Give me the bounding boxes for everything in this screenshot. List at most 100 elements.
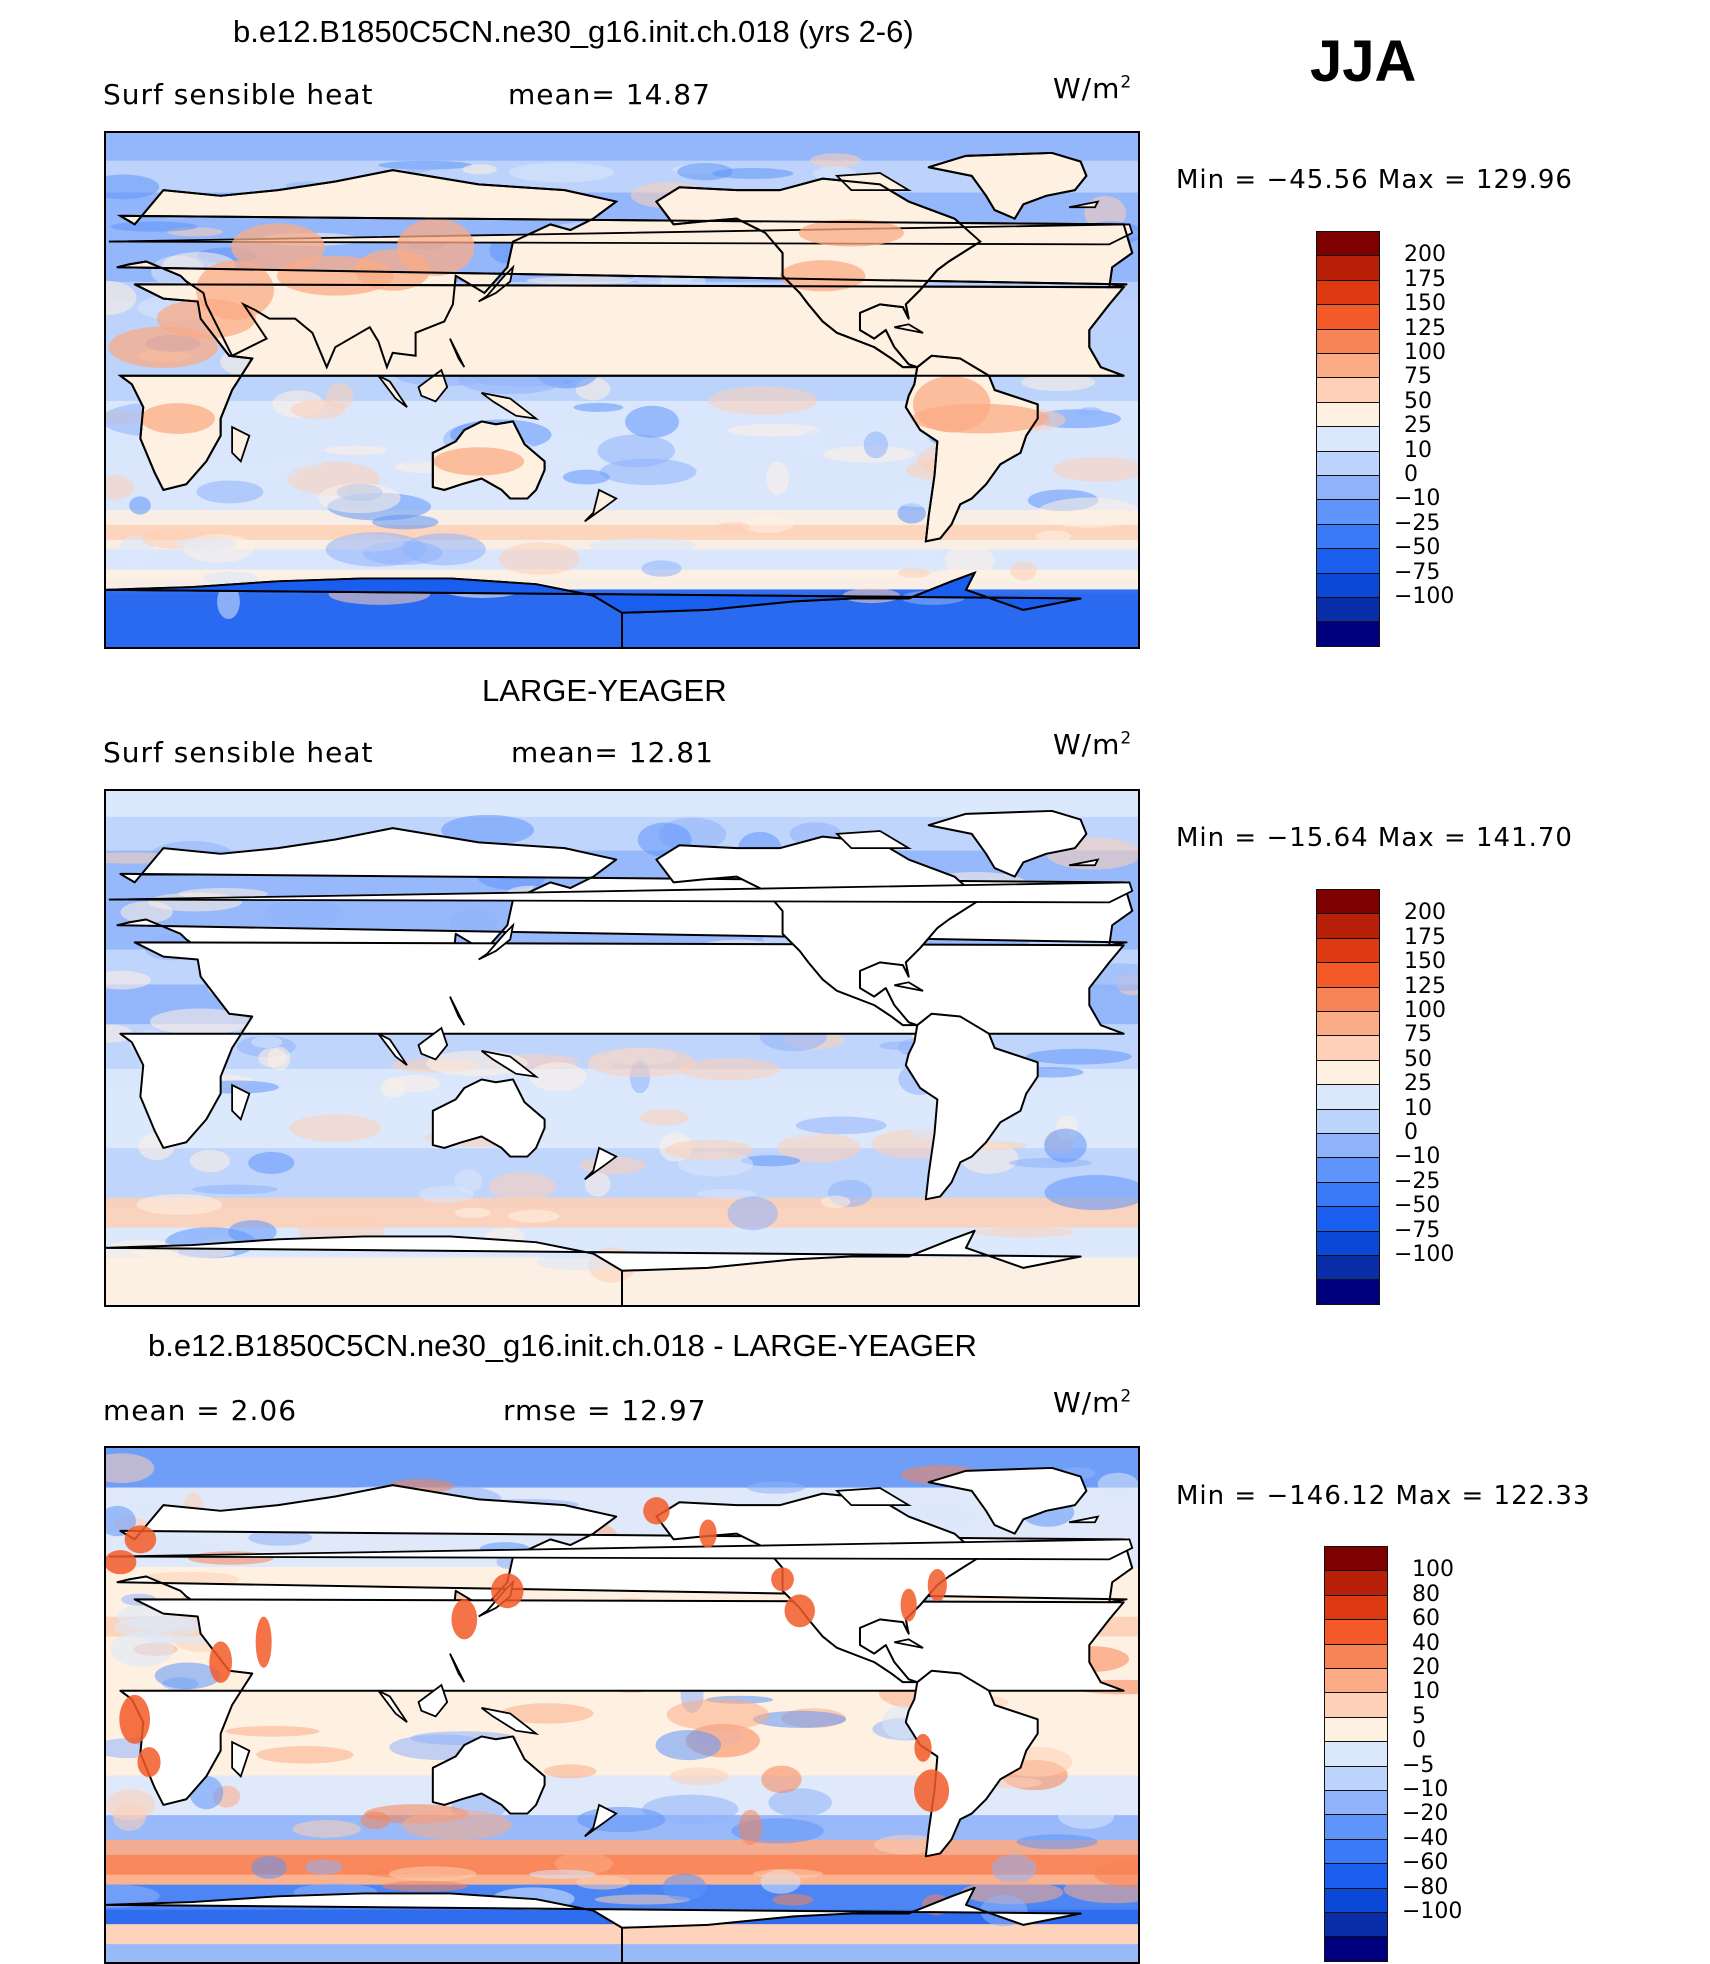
land-heat-patch	[108, 326, 219, 368]
contour-blob	[106, 280, 137, 315]
panel-1-colorbar: 200 175 150 125 100 75 50 25 10 0 −10 −25 −50 −75 −100	[1316, 231, 1616, 647]
island	[478, 264, 515, 303]
contour-blob	[1044, 1175, 1138, 1211]
contour-blob	[587, 1047, 695, 1078]
panel-2-colorbar: 200 175 150 125 100 75 50 25 10 0 −10 −25 −50 −75 −100	[1316, 889, 1616, 1305]
colorbar-tick-label: 25	[1404, 1071, 1432, 1097]
contour-blob	[961, 1880, 1064, 1904]
island	[231, 1740, 251, 1778]
contour-blob	[777, 1133, 861, 1163]
continent-antarctica-ice	[106, 570, 1081, 647]
contour-blob	[874, 1834, 939, 1855]
colorbar-tick-label: 150	[1404, 949, 1446, 975]
contour-blob	[106, 970, 151, 990]
contour-blob	[136, 1194, 223, 1215]
coastal-anomaly	[255, 1616, 272, 1668]
colorbar-tick-label: 125	[1404, 315, 1446, 341]
colorbar-tick-label: 175	[1404, 924, 1446, 950]
colorbar-box	[1324, 1838, 1388, 1865]
contour-blob	[575, 1875, 630, 1890]
contour-blob	[573, 402, 624, 412]
colorbar-tick-label: 10	[1404, 1095, 1432, 1121]
colorbar-box	[1316, 1157, 1380, 1183]
contour-blob	[944, 544, 995, 578]
contour-blob	[1026, 1048, 1132, 1065]
map-canvas	[106, 791, 1138, 1305]
island	[377, 1032, 408, 1066]
colorbar-box	[1316, 353, 1380, 379]
map-canvas	[106, 1448, 1138, 1962]
colorbar-box	[1316, 426, 1380, 452]
panel-2-minmax: Min = −15.64 Max = 141.70	[1176, 823, 1573, 853]
colorbar-box	[1324, 1546, 1388, 1572]
colorbar-box	[1316, 621, 1380, 647]
contour-blob	[106, 1453, 155, 1483]
panel-3-minmax: Min = −146.12 Max = 122.33	[1176, 1481, 1591, 1511]
colorbar-box	[1316, 889, 1380, 915]
colorbar-tick-label: 10	[1412, 1679, 1440, 1705]
contour-blob	[1044, 1128, 1087, 1163]
panel-1-title: b.e12.B1850C5CN.ne30_g16.init.ch.018 (yr…	[233, 14, 914, 49]
colorbar-box	[1324, 1814, 1388, 1840]
panel-2-map	[104, 789, 1140, 1307]
colorbar-tick-label: −5	[1402, 1752, 1435, 1778]
land-heat-patch	[912, 376, 991, 433]
panel-1-mean-label: mean= 14.87	[508, 78, 711, 111]
contour-blob	[291, 400, 346, 420]
contour-blob	[1021, 373, 1096, 392]
colorbar-tick-label: 10	[1404, 437, 1432, 463]
panel-2-mean-label: mean= 12.81	[511, 736, 714, 769]
colorbar-box	[1316, 328, 1380, 354]
contour-blob	[708, 386, 818, 415]
contour-blob	[741, 515, 794, 533]
colorbar-box	[1324, 1790, 1388, 1816]
contour-blob	[738, 1809, 763, 1845]
contour-blob	[508, 1209, 560, 1223]
land-heat-patch	[231, 223, 325, 272]
island	[449, 338, 466, 368]
contour-blob	[727, 423, 822, 437]
colorbar-box	[1316, 548, 1380, 574]
contour-blob	[753, 1868, 823, 1879]
contour-blob	[508, 162, 615, 183]
colorbar-tick-label: −50	[1394, 535, 1441, 561]
contour-blob	[449, 908, 498, 936]
colorbar-tick-label: −10	[1394, 1144, 1441, 1170]
contour-blob	[1009, 1157, 1092, 1168]
colorbar-tick-label: 0	[1404, 1120, 1418, 1145]
contour-blob	[625, 405, 680, 438]
colorbar-box	[1324, 1863, 1388, 1889]
contour-blob	[897, 503, 926, 524]
contour-blob	[372, 514, 439, 530]
contour-blob	[584, 1172, 611, 1197]
contour-blob	[665, 1139, 754, 1161]
island	[584, 488, 618, 523]
colorbar-tick-label: 100	[1412, 1557, 1454, 1583]
island	[894, 1638, 924, 1649]
coastline-africa	[117, 283, 1126, 492]
coastal-anomaly	[137, 1747, 161, 1778]
contour-blob	[380, 1078, 406, 1098]
contour-blob	[898, 568, 930, 579]
panel-3-map	[104, 1446, 1140, 1964]
colorbar-tick-label: 100	[1404, 998, 1446, 1023]
contour-blob	[377, 435, 444, 465]
contour-band	[106, 524, 1138, 540]
colorbar-box	[1324, 1692, 1388, 1718]
panel-3-units: W/m2	[1053, 1386, 1133, 1419]
contour-blob	[149, 1008, 250, 1035]
coastal-anomaly	[106, 1550, 137, 1575]
island	[481, 1707, 540, 1735]
colorbar-box	[1316, 1206, 1380, 1232]
contour-blob	[498, 542, 580, 575]
contour-blob	[488, 1172, 556, 1201]
colorbar-tick-label: 50	[1404, 388, 1432, 414]
colorbar-tick-label: 60	[1412, 1606, 1440, 1632]
contour-blob	[106, 474, 135, 500]
coastal-anomaly	[699, 1519, 717, 1548]
contour-blob	[1094, 1860, 1138, 1887]
contour-blob	[129, 496, 151, 515]
contour-blob	[577, 1806, 666, 1833]
contour-blob	[225, 1725, 320, 1737]
contour-blob	[800, 429, 829, 460]
